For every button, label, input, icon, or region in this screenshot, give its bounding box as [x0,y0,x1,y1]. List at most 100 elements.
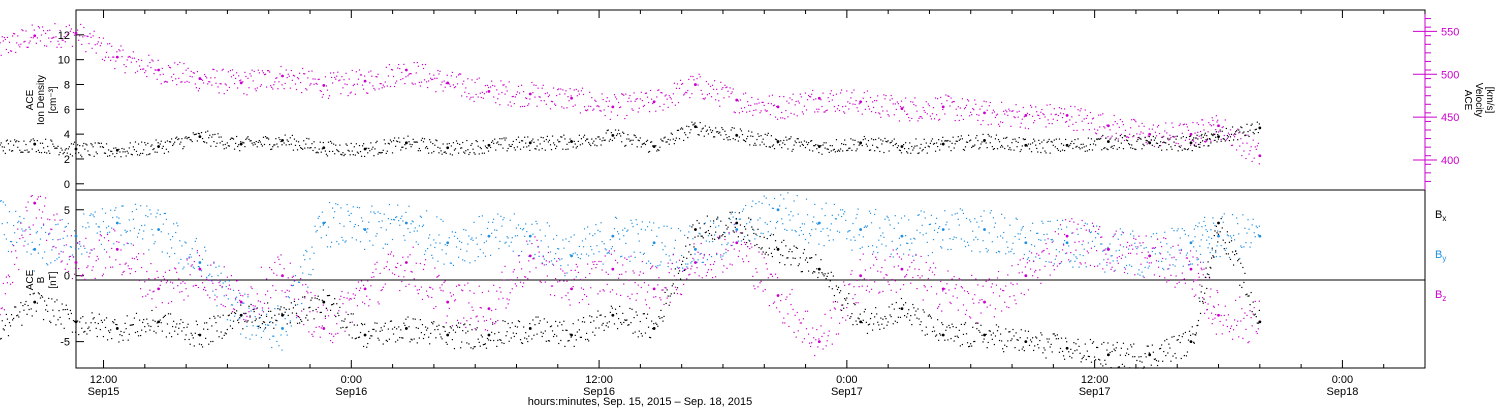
density-sample [357,152,360,154]
by-sample [1119,228,1121,230]
density-sample [408,141,410,143]
by-sample [338,243,340,245]
density-sample [421,137,424,139]
velocity-sample [972,107,974,110]
bz-sample [842,317,844,319]
by-sample [855,217,857,219]
top-panel-frame [75,9,1426,191]
bz-sample [621,273,623,275]
density-sample [1065,138,1067,141]
density-sample [1148,136,1150,138]
by-sample [755,203,757,205]
by-sample [19,215,21,218]
velocity-sample [129,56,131,58]
bz-sample [659,297,661,299]
velocity-sample [564,93,566,95]
by-sample [1001,213,1003,215]
bz-sample [739,232,742,234]
density-sample [1206,135,1208,137]
bz-sample [977,284,979,286]
density-sample [604,139,606,141]
by-sample [169,239,172,241]
velocity-point [1217,124,1220,128]
bz-sample [6,282,9,284]
velocity-sample [1230,144,1233,147]
bz-sample [271,269,273,271]
velocity-sample [642,105,644,108]
bz-sample [682,270,684,272]
velocity-sample [424,63,427,66]
velocity-sample [945,94,947,96]
density-sample [822,144,824,146]
by-sample [42,224,45,226]
bz-sample [281,290,283,292]
by-sample [1145,246,1147,249]
density-sample [182,148,184,150]
bz-sample [1117,262,1119,264]
density-sample [135,150,138,152]
velocity-sample [767,102,769,105]
density-sample [646,139,649,141]
bz-sample [971,274,973,277]
density-sample [817,144,819,146]
velocity-sample [288,75,290,77]
bz-sample [92,266,94,268]
by-sample [875,208,877,211]
bz-sample [814,354,816,357]
by-sample [734,211,736,214]
by-sample [566,272,568,274]
density-sample [738,136,740,138]
velocity-sample [1186,126,1189,128]
density-sample [1239,131,1241,133]
by-sample [900,217,903,219]
by-sample [1034,245,1036,247]
bz-sample [361,301,364,303]
velocity-sample [613,94,616,96]
bz-sample [128,268,130,270]
velocity-sample [1229,129,1232,131]
velocity-sample [143,68,145,70]
velocity-sample [640,91,642,93]
density-sample [392,140,395,142]
by-sample [611,246,614,248]
velocity-sample [270,85,272,87]
by-sample [959,208,961,210]
bz-sample [539,280,541,282]
density-sample [410,146,412,148]
by-sample [1060,228,1063,230]
velocity-sample [912,101,914,103]
bz-sample [1039,269,1041,271]
density-sample [815,144,817,146]
by-sample [1054,258,1056,260]
velocity-sample [888,115,890,117]
by-sample [954,213,956,215]
bz-sample [352,293,354,295]
bz-sample [509,292,511,294]
bz-sample [807,333,810,335]
bz-sample [562,270,564,272]
velocity-sample [692,75,694,78]
velocity-sample [470,96,472,98]
bz-sample [168,269,171,272]
by-sample [505,241,507,243]
density-sample [980,143,982,145]
density-sample [397,141,399,143]
bz-sample [480,307,482,309]
by-sample [372,244,374,246]
bz-sample [1069,220,1071,222]
density-sample [240,141,242,143]
density-sample [954,143,956,145]
bz-sample [549,294,552,296]
density-sample [880,139,882,141]
velocity-sample [666,98,668,100]
bz-sample [1142,242,1144,244]
bz-sample [559,280,561,282]
by-sample [912,255,914,257]
velocity-sample [1182,124,1184,126]
density-sample [684,132,686,134]
by-sample [128,219,130,221]
bz-sample [230,274,233,277]
by-sample [125,231,127,233]
velocity-sample [763,104,765,107]
bz-sample [875,256,877,258]
